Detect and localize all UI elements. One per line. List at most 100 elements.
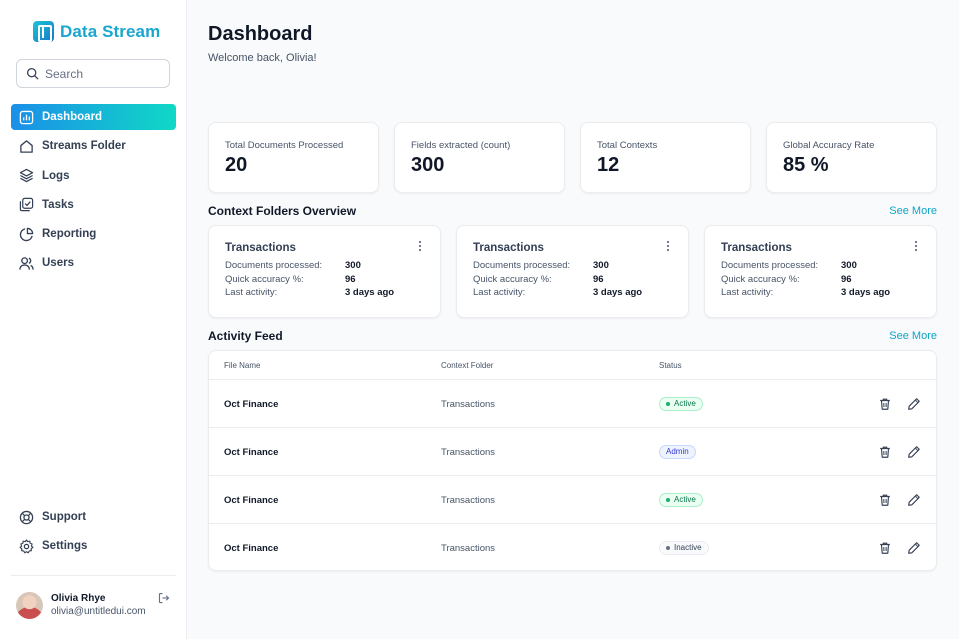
file-name: Oct Finance (224, 399, 279, 410)
accuracy-label: Quick accuracy %: (721, 273, 800, 285)
user-profile[interactable]: Olivia Rhye olivia@untitledui.com (16, 590, 174, 620)
brand-name: Data Stream (60, 21, 161, 41)
docs-label: Documents processed: (721, 260, 819, 271)
status-dot (666, 546, 670, 550)
status-label: Admin (666, 447, 689, 456)
nav-item-support[interactable]: Support (11, 504, 176, 530)
nav-item-settings[interactable]: Settings (11, 533, 176, 559)
main-nav: Dashboard Streams Folder Logs Tasks Repo… (11, 104, 176, 280)
stat-label: Total Documents Processed (225, 140, 344, 151)
folder-title: Transactions (721, 242, 792, 254)
trash-icon[interactable] (878, 397, 892, 411)
table-row[interactable]: Oct Finance Transactions Active (209, 476, 936, 524)
folders-see-more-link[interactable]: See More (889, 205, 937, 217)
status-dot (666, 402, 670, 406)
search-input[interactable] (45, 66, 155, 81)
status-badge: Inactive (659, 541, 709, 555)
nav-item-users[interactable]: Users (11, 250, 176, 276)
last-activity-value: 3 days ago (841, 287, 891, 298)
kebab-menu-icon[interactable] (914, 240, 918, 252)
kebab-menu-icon[interactable] (666, 240, 670, 252)
nav-label: Dashboard (42, 111, 103, 123)
pencil-icon[interactable] (907, 493, 921, 507)
tasks-icon (19, 198, 34, 212)
folder-card[interactable]: Transactions Documents processed: 300 Qui… (704, 225, 937, 318)
col-context-folder[interactable]: Context Folder (441, 361, 494, 370)
user-info: Olivia Rhye olivia@untitledui.com (51, 592, 146, 618)
life-buoy-icon (19, 510, 34, 524)
nav-label: Tasks (42, 198, 74, 211)
users-icon (19, 257, 34, 270)
folder-title: Transactions (225, 242, 296, 254)
stat-value: 300 (411, 154, 445, 176)
home-icon (20, 140, 33, 153)
accuracy-value: 96 (593, 273, 604, 285)
user-name: Olivia Rhye (51, 593, 106, 604)
folder-card[interactable]: Transactions Documents processed: 300 Qui… (208, 225, 441, 318)
brand[interactable]: Data Stream (33, 21, 160, 42)
search-icon (26, 67, 39, 80)
nav-label: Support (42, 511, 87, 523)
avatar[interactable] (16, 591, 43, 619)
docs-value: 300 (841, 260, 857, 271)
accuracy-label: Quick accuracy %: (225, 273, 304, 285)
nav-item-reporting[interactable]: Reporting (11, 221, 176, 247)
page-subtitle: Welcome back, Olivia! (208, 52, 317, 64)
last-activity-label: Last activity: (225, 287, 278, 298)
accuracy-label: Quick accuracy %: (473, 273, 552, 285)
activity-section-title: Activity Feed (208, 329, 283, 343)
sidebar-divider (11, 575, 176, 576)
file-name: Oct Finance (224, 495, 279, 506)
nav-item-dashboard[interactable]: Dashboard (11, 104, 176, 130)
nav-item-tasks[interactable]: Tasks (11, 192, 176, 218)
search-box[interactable] (16, 59, 170, 88)
table-header: File Name Context Folder Status (209, 351, 936, 380)
docs-value: 300 (345, 260, 361, 271)
table-row[interactable]: Oct Finance Transactions Inactive (209, 524, 936, 570)
table-row[interactable]: Oct Finance Transactions Admin (209, 428, 936, 476)
pencil-icon[interactable] (907, 445, 921, 459)
gear-icon (19, 539, 34, 554)
nav-item-logs[interactable]: Logs (11, 163, 176, 189)
pie-chart-icon (19, 227, 34, 241)
pencil-icon[interactable] (907, 541, 921, 555)
col-status[interactable]: Status (659, 361, 682, 370)
stat-card-documents: Total Documents Processed 20 (208, 122, 379, 193)
status-badge: Admin (659, 445, 696, 459)
brand-logo-icon (33, 21, 54, 42)
kebab-menu-icon[interactable] (418, 240, 422, 252)
stat-label: Total Contexts (597, 140, 658, 151)
status-label: Active (674, 399, 696, 408)
secondary-nav: Support Settings (11, 504, 176, 563)
context-folder: Transactions (441, 399, 496, 410)
col-file-name[interactable]: File Name (224, 361, 261, 370)
page-title: Dashboard (208, 23, 313, 45)
status-dot (666, 498, 670, 502)
stat-label: Fields extracted (count) (411, 140, 511, 151)
stat-card-contexts: Total Contexts 12 (580, 122, 751, 193)
last-activity-value: 3 days ago (345, 287, 395, 298)
nav-label: Logs (42, 169, 70, 182)
last-activity-value: 3 days ago (593, 287, 643, 298)
layers-icon (19, 168, 34, 183)
trash-icon[interactable] (878, 445, 892, 459)
nav-label: Reporting (42, 228, 97, 241)
nav-label: Settings (42, 540, 88, 553)
docs-label: Documents processed: (473, 260, 571, 271)
status-badge: Active (659, 397, 703, 411)
pencil-icon[interactable] (907, 397, 921, 411)
activity-see-more-link[interactable]: See More (889, 330, 937, 342)
activity-table: File Name Context Folder Status Oct Fina… (208, 350, 937, 571)
table-row[interactable]: Oct Finance Transactions Active (209, 380, 936, 428)
accuracy-value: 96 (841, 273, 852, 285)
trash-icon[interactable] (878, 493, 892, 507)
folder-card[interactable]: Transactions Documents processed: 300 Qui… (456, 225, 689, 318)
nav-label: Users (42, 257, 74, 270)
logout-icon[interactable] (158, 592, 170, 604)
context-folder: Transactions (441, 495, 496, 506)
file-name: Oct Finance (224, 447, 279, 458)
nav-item-streams-folder[interactable]: Streams Folder (11, 133, 176, 159)
file-name: Oct Finance (224, 543, 279, 554)
trash-icon[interactable] (878, 541, 892, 555)
folders-section-title: Context Folders Overview (208, 204, 357, 218)
